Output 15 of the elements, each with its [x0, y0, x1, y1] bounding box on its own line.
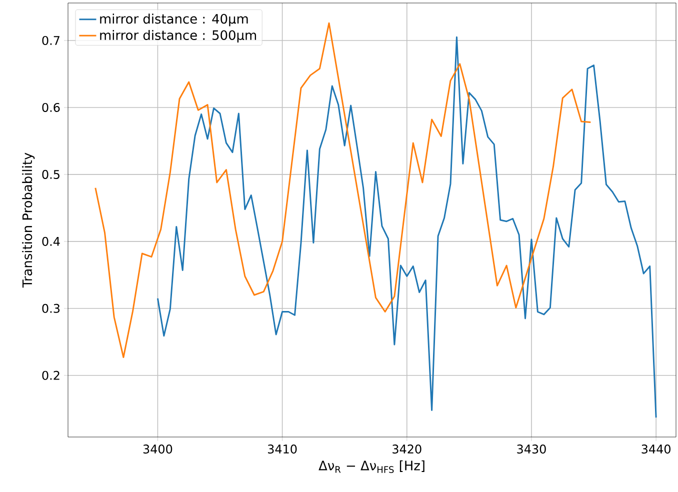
x-axis-title: Δν$_{R}$ − Δν$_{HFS}$ [Hz] [318, 460, 424, 473]
x-tick-label: 3420 [392, 444, 422, 454]
legend-label: mirror distance : 40µm [100, 14, 248, 26]
y-tick-label: 0.4 [42, 236, 60, 246]
y-tick-label: 0.3 [42, 304, 60, 313]
legend-label: mirror distance : 500µm [100, 30, 256, 43]
y-axis-title: Transition Probability [22, 152, 35, 288]
x-tick-label: 3410 [268, 444, 297, 454]
y-tick-label: 0.7 [42, 36, 60, 46]
y-tick-label: 0.6 [42, 102, 60, 112]
x-tick-label: 3400 [143, 444, 172, 454]
y-tick-label: 0.2 [42, 370, 60, 380]
y-tick-label: 0.5 [42, 170, 60, 179]
x-tick-label: 3440 [642, 444, 670, 454]
x-tick-label: 3430 [517, 444, 546, 454]
